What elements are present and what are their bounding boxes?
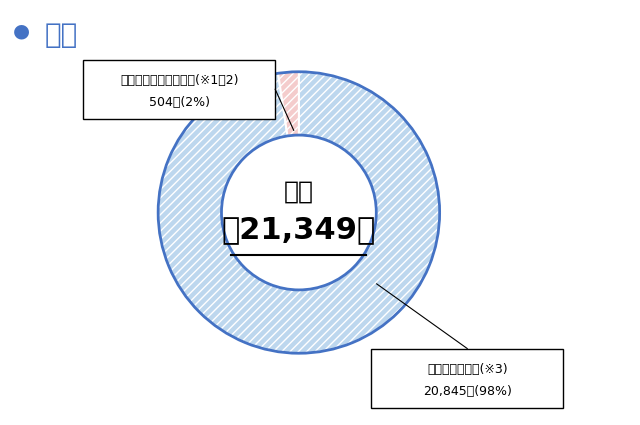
Wedge shape <box>278 72 299 136</box>
Text: 支払われなかった件数(※1、2): 支払われなかった件数(※1、2) <box>120 74 239 87</box>
Text: 20,845件(98%): 20,845件(98%) <box>423 385 511 398</box>
Text: 504件(2%): 504件(2%) <box>148 96 210 109</box>
Text: 計21,349件: 計21,349件 <box>222 215 376 244</box>
Wedge shape <box>158 72 440 353</box>
Text: 件数: 件数 <box>284 179 314 204</box>
Text: 支払われた件数(※3): 支払われた件数(※3) <box>427 363 508 376</box>
Text: 件数: 件数 <box>45 21 78 49</box>
Text: ●: ● <box>13 21 30 40</box>
